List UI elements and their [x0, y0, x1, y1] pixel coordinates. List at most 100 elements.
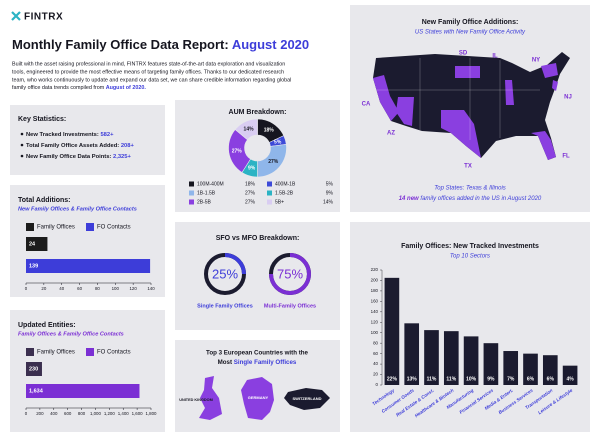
state-shape [441, 110, 481, 158]
state-shape [505, 80, 514, 105]
ring-value: 25% [212, 266, 238, 281]
x-tick-label: 1,000 [90, 411, 102, 416]
legend-label: 2B-5B [197, 199, 212, 205]
legend-label: 1.5B-2B [275, 190, 294, 196]
europe-title: Most Single Family Offices [218, 359, 297, 366]
state-label: SD [459, 51, 468, 57]
bar-annotation: 11% [427, 376, 437, 382]
state-labels: SD IL NY NJ CA AZ TX FL [362, 51, 572, 170]
stat-value: 208+ [121, 143, 135, 149]
ring-arc [225, 253, 246, 274]
bar-annotation: 7% [507, 376, 515, 382]
y-tick-label: 120 [371, 319, 379, 324]
title-text: Monthly Family Office Data Report: [12, 37, 232, 52]
legend-swatch [86, 348, 94, 356]
legend-value: 9% [326, 190, 334, 196]
state-label: NY [532, 58, 540, 64]
y-tick-label: 180 [371, 288, 379, 293]
legend-value: 5% [326, 181, 334, 187]
state-shape [552, 80, 558, 91]
legend-label: 1B-1.5B [197, 190, 216, 196]
bar [443, 331, 459, 385]
bar-annotation: 4% [566, 376, 574, 382]
legend-swatch [189, 181, 194, 187]
chart-subtitle: Family Offices & Family Office Contacts [18, 331, 124, 337]
europe-title-lead: Most [218, 359, 234, 366]
y-tick-label: 200 [371, 278, 379, 283]
bar-label: 24 [29, 241, 36, 247]
x-tick-label: 40 [59, 286, 64, 291]
state-label: IL [492, 54, 498, 60]
legend-swatch [26, 223, 34, 231]
legend-swatch [189, 190, 194, 196]
y-tick-label: 0 [376, 382, 379, 387]
map-note-count: 14 new [399, 196, 419, 202]
us-map [373, 52, 570, 160]
slice-label: 14% [244, 126, 255, 132]
country-label: UNITED KINGDOM [179, 398, 213, 402]
chart-subtitle: New Family Offices & Family Office Conta… [18, 206, 137, 212]
legend-swatch [267, 181, 272, 187]
state-label: AZ [387, 131, 395, 137]
state-shape [541, 63, 558, 78]
intro-text: family office data trends compiled from [12, 85, 106, 91]
stat: New Family Office Data Points: 2,325+ [26, 154, 131, 160]
europe-map: UNITED KINGDOM GERMANY SWITZERLAND [179, 376, 330, 420]
bar [503, 351, 519, 385]
country-label: SWITZERLAND [292, 396, 321, 401]
bar-label: 1,634 [29, 388, 44, 394]
map-title: New Family Office Additions: [422, 19, 519, 26]
intro-line: tools, engineered to provide the most ef… [12, 69, 284, 75]
logo-text: FINTRX [24, 12, 63, 23]
state-label: NJ [564, 95, 572, 101]
bar-label: 230 [29, 366, 38, 372]
y-tick-label: 100 [371, 330, 379, 335]
state-label: FL [562, 154, 570, 160]
y-tick-label: 140 [371, 309, 379, 314]
legend-value: 14% [323, 199, 334, 205]
stat: Total Family Office Assets Added: 208+ [26, 143, 134, 149]
bar-annotation: 13% [407, 376, 418, 382]
x-tick-label: 800 [78, 411, 86, 416]
intro-line: Built with the asset raising professiona… [12, 61, 285, 67]
slice-label: 5% [274, 139, 282, 145]
bar-label: 139 [29, 263, 38, 269]
slice-label: 27% [268, 159, 279, 165]
state-shape [373, 75, 399, 121]
bar [523, 353, 538, 385]
map-note: 14 new family offices added in the US in… [399, 196, 542, 202]
key-stats-list: New Tracked Investments: 582+ Total Fami… [20, 132, 134, 160]
legend-label: 5B+ [275, 199, 284, 205]
legend-label: Family Offices [37, 225, 75, 231]
aum-panel [175, 100, 340, 212]
bar [542, 355, 558, 385]
y-tick-label: 80 [373, 340, 378, 345]
map-footer: Top States: Texas & Illinois [434, 186, 506, 192]
state-shape [455, 66, 480, 78]
legend-label: FO Contacts [97, 225, 131, 231]
y-tick-label: 40 [373, 361, 378, 366]
x-tick-label: 1,200 [104, 411, 116, 416]
y-tick-label: 220 [371, 267, 379, 272]
bullet [20, 143, 24, 147]
legend-swatch [189, 199, 194, 205]
key-stats-title: Key Statistics: [18, 116, 66, 123]
bullet [20, 154, 24, 158]
intro-date: August of 2020. [106, 85, 147, 91]
bar [424, 330, 439, 385]
bar [463, 336, 479, 385]
legend-swatch [86, 223, 94, 231]
x-tick-label: 80 [95, 286, 100, 291]
slice-label: 27% [232, 149, 243, 155]
europe-title: Top 3 European Countries with the [206, 350, 309, 357]
bar [384, 277, 400, 385]
x-tick-label: 1,800 [146, 411, 158, 416]
x-tick-label: 60 [77, 286, 82, 291]
map-note-text: family offices added in the US in August… [419, 196, 542, 202]
bar-annotation: 6% [547, 376, 555, 382]
stat-label: New Family Office Data Points: [26, 154, 113, 160]
bar [483, 343, 499, 385]
report-title: Monthly Family Office Data Report: Augus… [12, 37, 309, 52]
slice-label: 9% [248, 165, 256, 171]
x-tick-label: 120 [129, 286, 137, 291]
